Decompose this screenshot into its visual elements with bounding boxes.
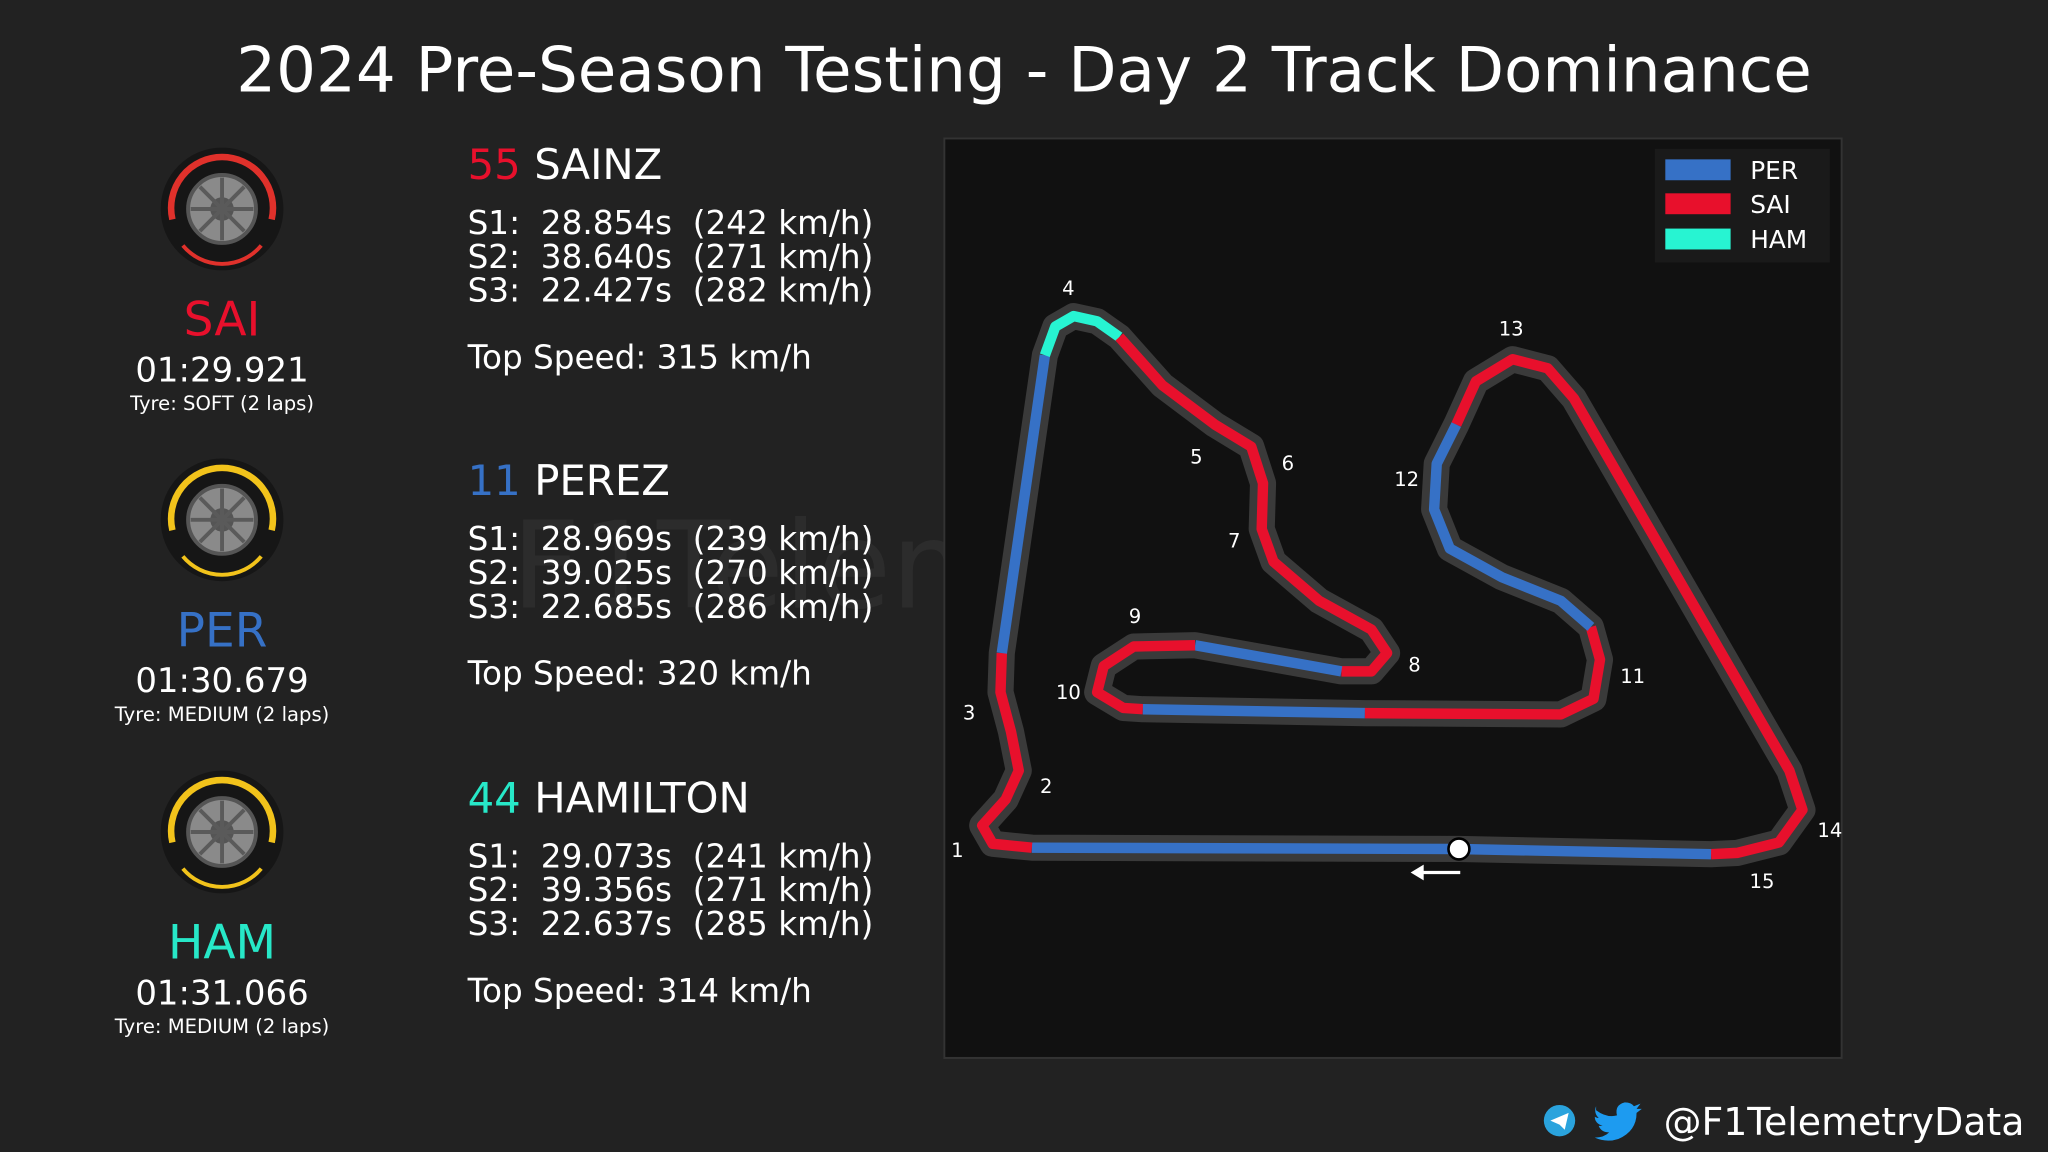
track-segment xyxy=(1115,333,1393,677)
tyre-band xyxy=(167,153,277,221)
wheel-spoke xyxy=(220,207,246,233)
tyre-info: Tyre: SOFT (2 laps) xyxy=(129,392,314,415)
driver-name: SAINZ xyxy=(534,140,662,189)
corner-label: 10 xyxy=(1056,681,1081,704)
tyre-info: Tyre: MEDIUM (2 laps) xyxy=(114,703,330,726)
track-segment xyxy=(1194,640,1343,677)
corner-label: 9 xyxy=(1129,605,1141,628)
legend-label: HAM xyxy=(1750,225,1807,254)
driver-name: PEREZ xyxy=(534,456,670,505)
map-panel xyxy=(943,137,1843,1059)
driver-code: PER xyxy=(177,604,268,659)
track-segment xyxy=(1364,625,1606,720)
wheel-spoke xyxy=(198,518,224,544)
driver-number: 55 xyxy=(468,140,521,189)
tyre-band xyxy=(181,555,263,577)
sector-time: S3: 22.637s (285 km/h) xyxy=(468,905,874,943)
track-segment xyxy=(1091,640,1196,715)
wheel-spoke xyxy=(198,830,224,856)
wheel-spoke xyxy=(220,185,246,211)
wheel-spoke xyxy=(220,808,246,834)
sector-time: S2: 38.640s (271 km/h) xyxy=(468,238,874,276)
corner-label: 7 xyxy=(1228,529,1240,552)
sector-time: S1: 28.854s (242 km/h) xyxy=(468,204,874,242)
sector-time: S2: 39.025s (270 km/h) xyxy=(468,554,874,592)
corner-label: 15 xyxy=(1749,870,1774,893)
legend-label: PER xyxy=(1750,156,1798,185)
tyre-info: Tyre: MEDIUM (2 laps) xyxy=(114,1015,330,1038)
twitter-icon[interactable] xyxy=(1594,1102,1642,1141)
track-segment xyxy=(1031,842,1459,855)
top-speed: Top Speed: 315 km/h xyxy=(467,338,812,376)
driver-code: SAI xyxy=(184,293,261,348)
track-segment xyxy=(1428,422,1595,631)
lap-time: 01:29.921 xyxy=(135,350,308,390)
sector-time: S3: 22.427s (282 km/h) xyxy=(468,272,874,310)
wheel-spoke xyxy=(220,830,246,856)
wheel-spoke xyxy=(220,496,246,522)
corner-label: 8 xyxy=(1408,653,1420,676)
telegram-plane xyxy=(1550,1112,1569,1130)
legend-label: SAI xyxy=(1750,190,1790,219)
top-speed: Top Speed: 314 km/h xyxy=(467,972,812,1010)
wheel-spoke xyxy=(198,496,224,522)
wheel-spoke xyxy=(198,185,224,211)
driver-number: 11 xyxy=(468,456,521,505)
title: 2024 Pre-Season Testing - Day 2 Track Do… xyxy=(236,33,1812,106)
track-segment xyxy=(1458,843,1712,860)
corner-label: 11 xyxy=(1620,665,1645,688)
legend-swatch xyxy=(1665,228,1731,250)
corner-label: 6 xyxy=(1282,452,1294,475)
track-segment xyxy=(1039,310,1123,358)
corner-label: 5 xyxy=(1190,446,1202,469)
corner-label: 4 xyxy=(1062,277,1074,300)
driver-name: HAMILTON xyxy=(534,773,750,822)
driver-number: 44 xyxy=(468,773,521,822)
top-speed: Top Speed: 320 km/h xyxy=(467,654,812,692)
track-segment xyxy=(1451,353,1808,860)
legend-swatch xyxy=(1665,159,1731,181)
corner-label: 2 xyxy=(1040,775,1052,798)
corner-label: 1 xyxy=(951,839,963,862)
corner-label: 14 xyxy=(1817,819,1842,842)
wheel-spoke xyxy=(198,207,224,233)
lap-time: 01:30.679 xyxy=(135,661,308,701)
sector-time: S3: 22.685s (286 km/h) xyxy=(468,588,874,626)
wheel-spoke xyxy=(198,808,224,834)
tyre-band xyxy=(181,244,263,266)
wheel-spoke xyxy=(220,518,246,544)
corner-label: 13 xyxy=(1499,318,1524,341)
sector-time: S1: 28.969s (239 km/h) xyxy=(468,520,874,558)
track-segment xyxy=(1142,704,1365,719)
corner-label: 12 xyxy=(1394,468,1419,491)
legend-swatch xyxy=(1665,193,1731,215)
social-handle: @F1TelemetryData xyxy=(1664,1100,2025,1144)
tyre-band xyxy=(167,464,277,532)
track-segment xyxy=(996,354,1051,654)
track-segment xyxy=(976,652,1033,853)
sector-time: S2: 39.356s (271 km/h) xyxy=(468,871,874,909)
direction-arrow-head xyxy=(1410,864,1424,881)
sector-time: S1: 29.073s (241 km/h) xyxy=(468,837,874,875)
finish-line xyxy=(1447,837,1471,861)
tyre-band xyxy=(167,776,277,844)
corner-label: 3 xyxy=(963,702,975,725)
lap-time: 01:31.066 xyxy=(135,973,308,1013)
driver-code: HAM xyxy=(168,916,276,971)
tyre-band xyxy=(181,867,263,889)
